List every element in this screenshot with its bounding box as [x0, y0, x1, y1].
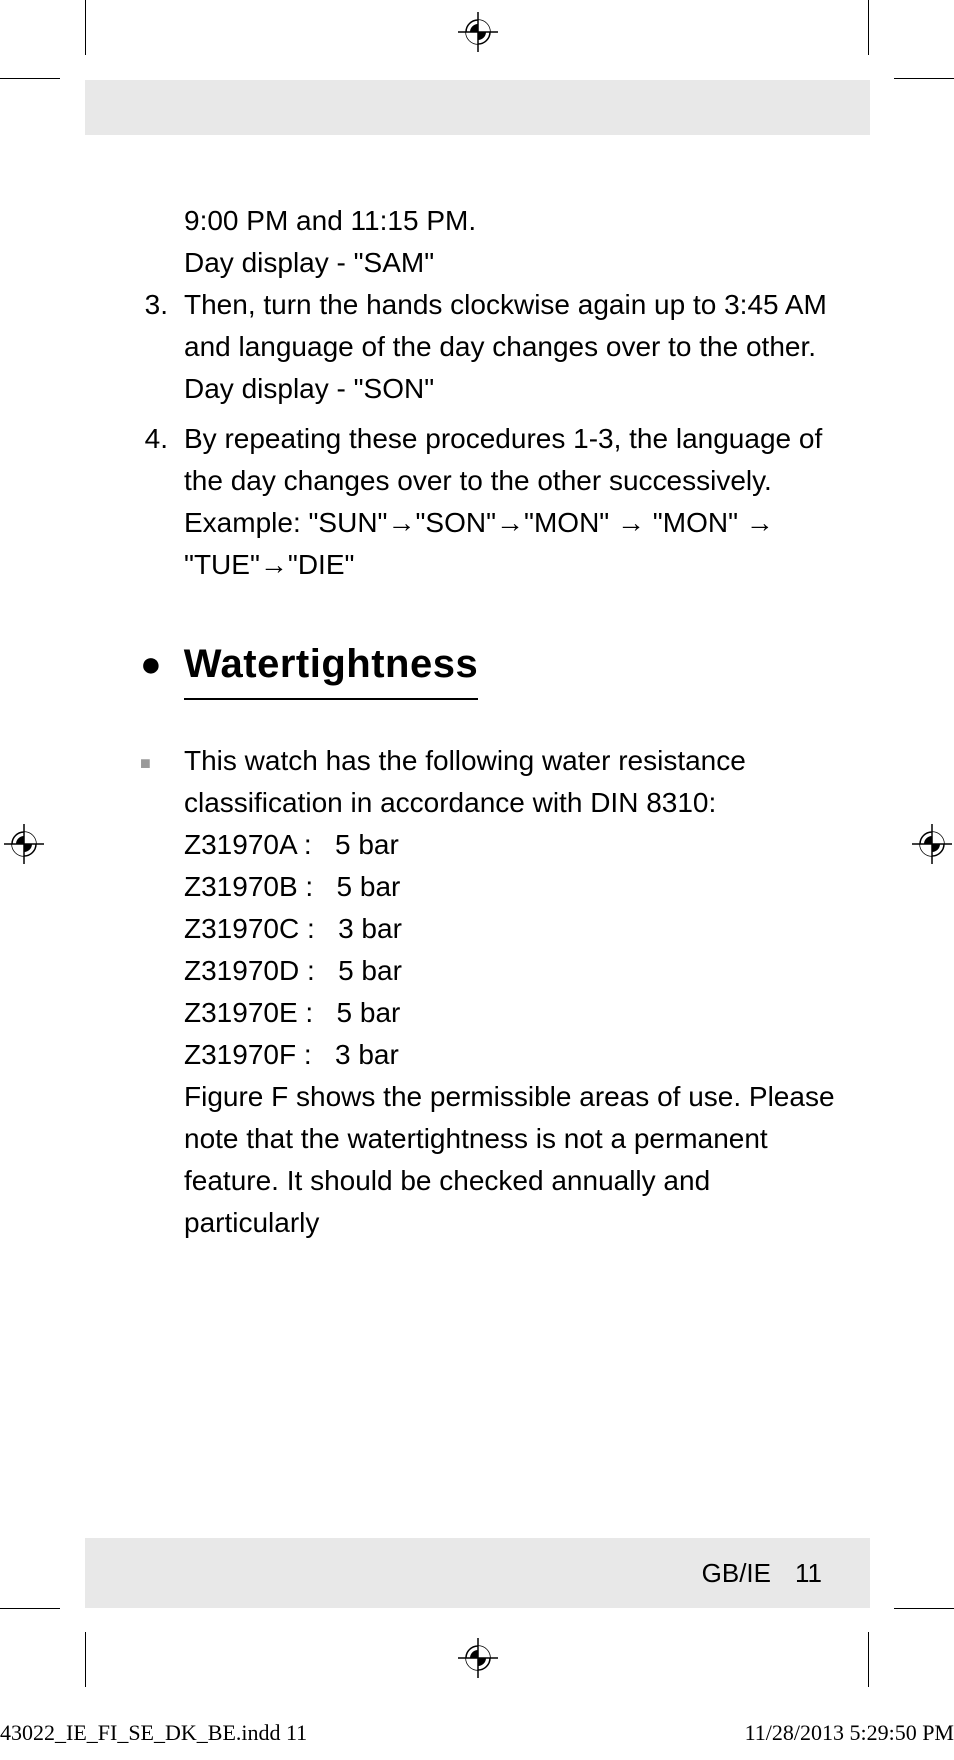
list-item-3-day-display: Day display - "SON" — [184, 368, 840, 410]
bullet-square-icon: ■ — [140, 740, 184, 1244]
section-heading: ● Watertightness — [140, 634, 840, 700]
water-row-2: Z31970B : 5 bar — [184, 866, 840, 908]
page-content: 9:00 PM and 11:15 PM. Day display - "SAM… — [140, 200, 840, 1248]
crop-mark — [85, 0, 86, 55]
water-row-6: Z31970F : 3 bar — [184, 1034, 840, 1076]
water-note: Figure F shows the permissible areas of … — [184, 1076, 840, 1244]
crop-mark — [0, 1608, 60, 1609]
list-item-3-text: Then, turn the hands clockwise again up … — [184, 289, 827, 362]
footer-bar: GB/IE 11 — [85, 1538, 870, 1608]
document-timestamp: 11/28/2013 5:29:50 PM — [745, 1720, 954, 1746]
crop-mark — [894, 78, 954, 79]
registration-mark-icon — [4, 824, 44, 864]
list-item-4-text: By repeating these procedures 1-3, the l… — [184, 423, 822, 496]
registration-mark-icon — [912, 824, 952, 864]
water-row-1: Z31970A : 5 bar — [184, 824, 840, 866]
crop-mark — [894, 1608, 954, 1609]
list-item-2-day-display: Day display - "SAM" — [184, 242, 840, 284]
registration-mark-icon — [458, 12, 498, 52]
list-number: 3. — [140, 284, 184, 410]
footer-page-number: 11 — [795, 1558, 822, 1589]
list-item-2-continuation: 9:00 PM and 11:15 PM. — [184, 200, 840, 242]
water-row-5: Z31970E : 5 bar — [184, 992, 840, 1034]
crop-mark — [868, 1632, 869, 1687]
list-item-4-example: Example: "SUN"→"SON"→"MON" → "MON" → "TU… — [184, 502, 840, 586]
water-intro: This watch has the following water resis… — [184, 740, 840, 824]
registration-mark-icon — [458, 1638, 498, 1678]
list-item-4: 4. By repeating these procedures 1-3, th… — [140, 418, 840, 586]
bullet-circle-icon: ● — [140, 646, 162, 682]
crop-mark — [0, 78, 60, 79]
water-row-4: Z31970D : 5 bar — [184, 950, 840, 992]
document-filename: 43022_IE_FI_SE_DK_BE.indd 11 — [0, 1720, 307, 1746]
bullet-item: ■ This watch has the following water res… — [140, 740, 840, 1244]
footer-region: GB/IE — [702, 1558, 771, 1589]
water-row-3: Z31970C : 3 bar — [184, 908, 840, 950]
list-item-3: 3. Then, turn the hands clockwise again … — [140, 284, 840, 410]
crop-mark — [868, 0, 869, 55]
heading-watertightness: Watertightness — [184, 634, 478, 700]
crop-mark — [85, 1632, 86, 1687]
header-bar — [85, 80, 870, 135]
list-number: 4. — [140, 418, 184, 586]
